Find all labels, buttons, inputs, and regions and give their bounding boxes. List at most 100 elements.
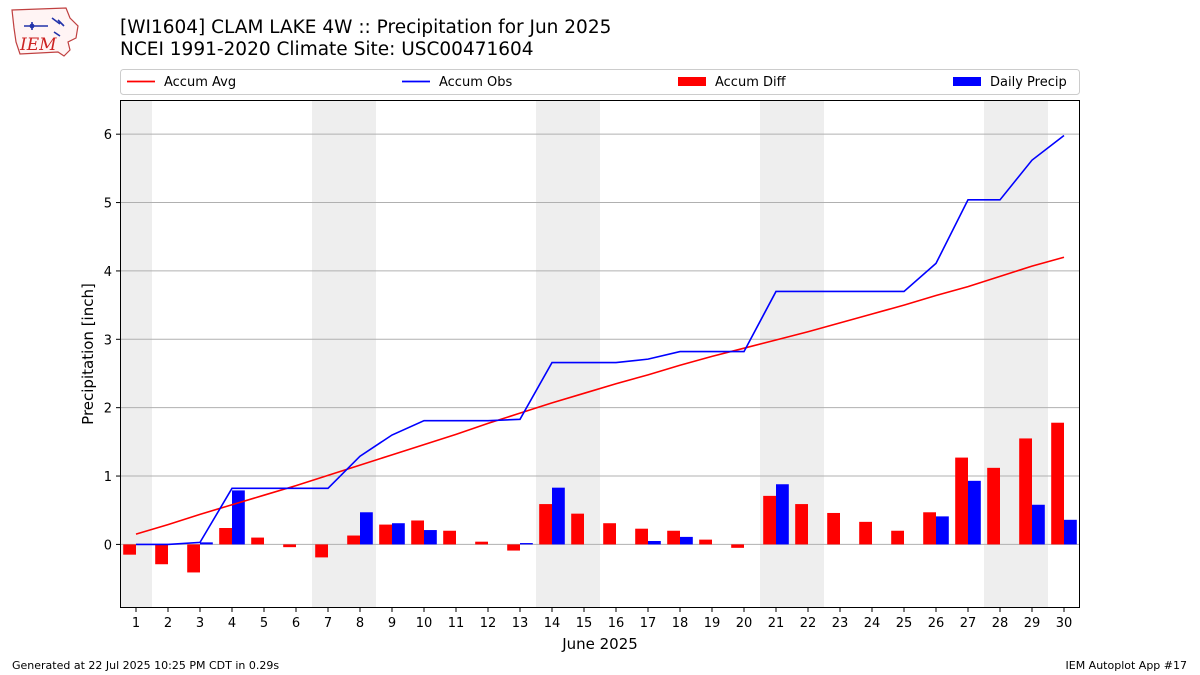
generated-timestamp: Generated at 22 Jul 2025 10:25 PM CDT in… — [12, 659, 280, 672]
accum-diff-bar — [955, 457, 968, 545]
chart-title-line2: NCEI 1991-2020 Climate Site: USC00471604 — [120, 39, 534, 60]
accum-diff-bar — [923, 512, 936, 545]
accum-diff-bar — [891, 530, 904, 545]
daily-precip-bar — [200, 542, 213, 545]
accum-diff-bar — [699, 539, 712, 545]
accum-diff-bar — [1019, 438, 1032, 545]
accum-diff-bar — [603, 523, 616, 545]
accum-diff-bar — [347, 535, 360, 545]
x-tick-label: 19 — [704, 616, 721, 631]
x-tick-label: 6 — [292, 616, 300, 631]
weekend-band — [120, 100, 152, 608]
x-tick-label: 15 — [576, 616, 593, 631]
daily-precip-bar — [1032, 504, 1045, 545]
x-tick-label: 17 — [640, 616, 657, 631]
accum-diff-bar — [219, 528, 232, 545]
legend-box — [120, 69, 1080, 95]
y-tick-label: 4 — [104, 265, 112, 280]
accum-diff-bar — [443, 530, 456, 545]
weekend-band — [312, 100, 344, 608]
accum-diff-bar — [731, 544, 744, 548]
legend-label-daily-precip: Daily Precip — [990, 75, 1067, 90]
logo-text: IEM — [19, 35, 57, 55]
accum-avg-line — [135, 256, 1065, 535]
lines — [135, 134, 1065, 546]
accum-diff-bar — [827, 512, 840, 545]
legend-swatch-daily-precip — [953, 77, 981, 86]
x-tick-label: 11 — [448, 616, 465, 631]
y-tick-label: 5 — [104, 197, 112, 212]
x-tick-label: 16 — [608, 616, 625, 631]
x-tick-label: 28 — [992, 616, 1009, 631]
x-tick-label: 27 — [960, 616, 977, 631]
accum-diff-bar — [795, 504, 808, 545]
x-tick-label: 25 — [896, 616, 913, 631]
accum-diff-bar — [379, 524, 392, 545]
x-tick-label: 4 — [228, 616, 236, 631]
accum-diff-bar — [539, 504, 552, 545]
accum-diff-bar — [411, 520, 424, 545]
x-tick-label: 20 — [736, 616, 753, 631]
x-tick-label: 30 — [1056, 616, 1073, 631]
x-tick-label: 2 — [164, 616, 172, 631]
x-tick-label: 5 — [260, 616, 268, 631]
x-tick-label: 13 — [512, 616, 529, 631]
accum-diff-bar — [507, 544, 520, 551]
accum-diff-bar — [1051, 422, 1064, 545]
x-tick-label: 23 — [832, 616, 849, 631]
accum-diff-bar — [155, 544, 168, 565]
legend-label-accum-diff: Accum Diff — [715, 75, 787, 90]
accum-diff-bar — [251, 537, 264, 545]
chart-title: [WI1604] CLAM LAKE 4W :: Precipitation f… — [120, 17, 611, 61]
x-tick-label: 7 — [324, 616, 332, 631]
x-tick-label: 12 — [480, 616, 497, 631]
x-tick-label: 18 — [672, 616, 689, 631]
daily-precip-bar — [776, 484, 789, 545]
accum-diff-bar — [187, 544, 200, 573]
accum-diff-bar — [571, 513, 584, 545]
daily-precip-bar — [232, 490, 245, 545]
daily-precip-bar — [968, 480, 981, 545]
accum-diff-bar — [315, 544, 328, 558]
daily-precip-bar — [648, 540, 661, 545]
daily-precip-bar — [520, 543, 533, 545]
legend-swatch-accum-diff — [678, 77, 706, 86]
x-tick-label: 29 — [1024, 616, 1041, 631]
x-tick-label: 10 — [416, 616, 433, 631]
daily-precip-bar — [360, 512, 373, 545]
y-tick-label: 1 — [104, 470, 112, 485]
accum-diff-bar — [475, 541, 488, 545]
accum-diff-bar — [987, 467, 1000, 545]
accum-obs-line — [136, 134, 1065, 546]
x-tick-label: 26 — [928, 616, 945, 631]
y-tick-label: 2 — [104, 402, 112, 417]
daily-precip-bar — [424, 530, 437, 545]
daily-precip-bar — [680, 536, 693, 545]
daily-precip-bar — [392, 523, 405, 545]
gridlines — [120, 133, 1080, 545]
legend-label-accum-avg: Accum Avg — [164, 75, 236, 90]
x-axis-label: June 2025 — [561, 635, 638, 653]
chart-title-line1: [WI1604] CLAM LAKE 4W :: Precipitation f… — [120, 17, 612, 38]
app-label: IEM Autoplot App #17 — [1065, 659, 1188, 672]
bars — [123, 422, 1077, 573]
plot-frame — [120, 100, 1080, 608]
accum-diff-bar — [667, 530, 680, 545]
x-tick-label: 22 — [800, 616, 817, 631]
accum-diff-bar — [859, 521, 872, 545]
y-tick-label: 0 — [104, 538, 112, 553]
iem-logo: IEM — [11, 7, 79, 57]
accum-diff-bar — [635, 528, 648, 545]
accum-diff-bar — [123, 544, 136, 555]
accum-diff-bar — [283, 544, 296, 548]
y-tick-label: 3 — [104, 333, 112, 348]
legend: Accum Avg Accum Obs Accum Diff Daily Precip — [120, 69, 1080, 95]
x-tick-label: 14 — [544, 616, 561, 631]
y-axis-label: Precipitation [inch] — [79, 283, 97, 425]
x-tick-label: 8 — [356, 616, 364, 631]
daily-precip-bar — [936, 516, 949, 545]
x-tick-label: 9 — [388, 616, 396, 631]
daily-precip-bar — [552, 487, 565, 545]
